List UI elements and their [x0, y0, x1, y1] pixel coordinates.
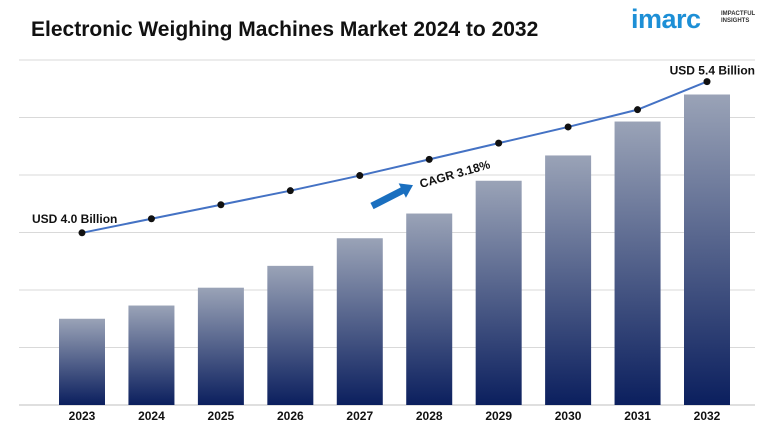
bar-2025: [197, 287, 244, 405]
trend-point-2032: [703, 78, 711, 86]
trend-point-2026: [286, 187, 294, 195]
imarc-logo: imarc IMPACTFUL INSIGHTS: [631, 4, 766, 40]
trend-point-2027: [356, 172, 364, 180]
trend-point-2025: [217, 201, 225, 209]
trend-point-2024: [147, 215, 155, 223]
trend-line-path: [81, 80, 708, 234]
trend-point-2029: [495, 139, 503, 147]
bar-2030: [545, 155, 592, 405]
x-tick-label: 2029: [485, 409, 512, 423]
trend-point-2028: [425, 155, 433, 163]
end-value-label: USD 5.4 Billion: [670, 64, 755, 78]
x-tick-label: 2027: [346, 409, 373, 423]
bar-2028: [406, 213, 453, 405]
bar-2024: [128, 305, 175, 405]
x-tick-label: 2023: [69, 409, 96, 423]
x-tick-label: 2032: [694, 409, 721, 423]
bar-2029: [475, 180, 522, 405]
x-tick-label: 2026: [277, 409, 304, 423]
x-tick-label: 2025: [208, 409, 235, 423]
cagr-arrow-icon: [370, 183, 413, 210]
bars: [59, 94, 730, 406]
x-tick-labels: 2023 2024 2025 2026 2027 2028 2029 2030 2031 2032: [69, 409, 721, 423]
x-tick-label: 2030: [555, 409, 582, 423]
trend-line: [78, 78, 711, 237]
bar-2023: [59, 318, 105, 405]
x-tick-label: 2031: [624, 409, 651, 423]
trend-point-2023: [78, 229, 86, 237]
bar-2032: [684, 94, 730, 405]
x-tick-label: 2024: [138, 409, 165, 423]
bar-2026: [267, 265, 314, 405]
bar-2031: [614, 121, 661, 406]
start-value-label: USD 4.0 Billion: [32, 212, 117, 226]
logo-wordmark: imarc: [631, 4, 701, 34]
chart-title: Electronic Weighing Machines Market 2024…: [31, 18, 539, 41]
trend-point-2030: [564, 123, 572, 131]
x-tick-label: 2028: [416, 409, 443, 423]
logo-tagline: IMPACTFUL INSIGHTS: [721, 11, 756, 24]
bar-2027: [336, 238, 383, 405]
trend-point-2031: [634, 106, 642, 114]
